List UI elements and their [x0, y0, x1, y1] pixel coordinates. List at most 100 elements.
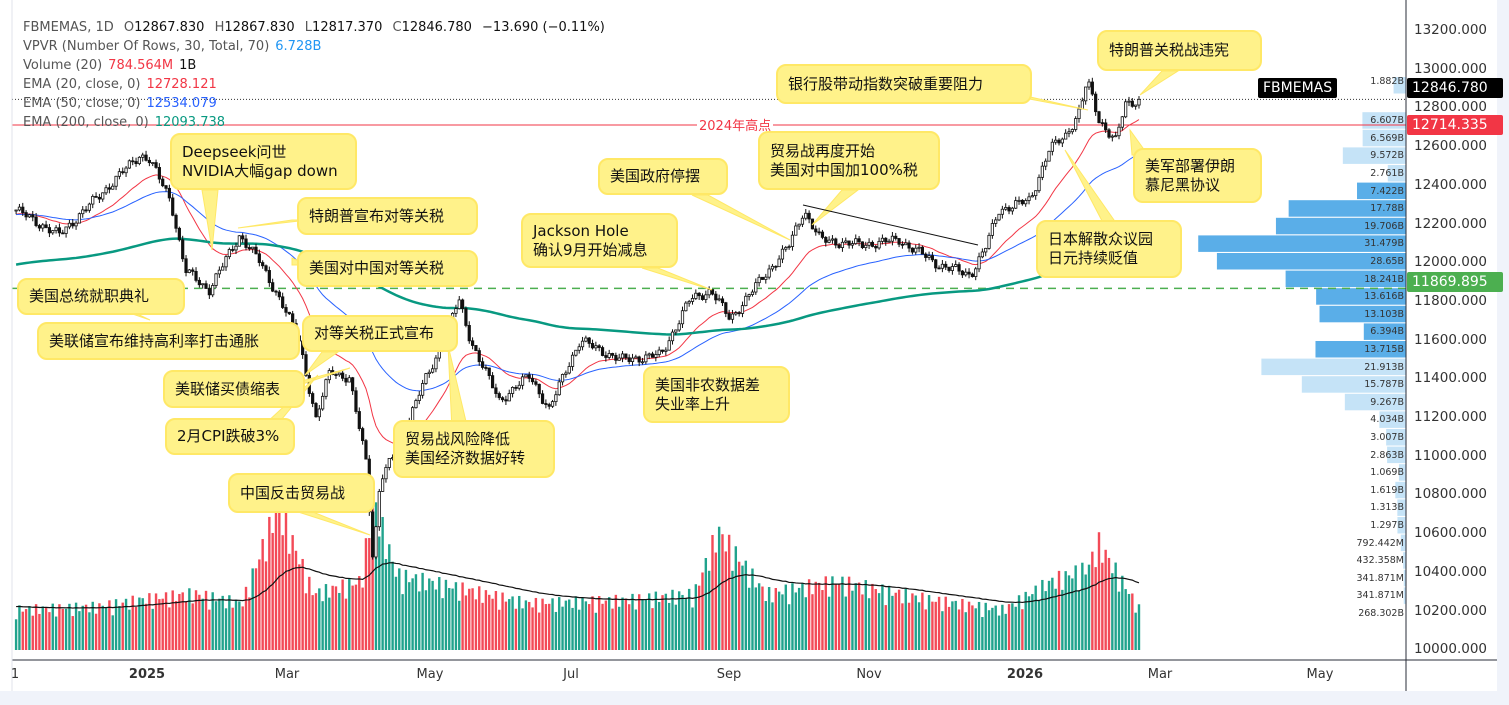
- volume-bar: [731, 570, 734, 650]
- candle: [777, 258, 781, 268]
- candle: [384, 467, 388, 480]
- candle: [254, 246, 258, 255]
- legend-ema50[interactable]: EMA (50, close, 0) 12534.079: [23, 94, 605, 113]
- vpvr-bar: [1386, 429, 1406, 446]
- candle: [214, 273, 218, 286]
- annotation-callout[interactable]: 中国反击贸易战: [228, 473, 375, 513]
- candle: [154, 162, 158, 168]
- candle: [704, 294, 708, 300]
- volume-bar: [821, 590, 824, 650]
- annotation-callout[interactable]: 美国对中国对等关税: [297, 250, 478, 287]
- volume-bar: [724, 551, 728, 650]
- annotation-text: 日元持续贬值: [1048, 249, 1139, 267]
- volume-bar: [574, 596, 578, 650]
- candle: [141, 154, 145, 158]
- volume-bar: [48, 612, 51, 650]
- volume-bar: [318, 588, 321, 650]
- vpvr-row-label: 2.863B: [1370, 449, 1404, 461]
- volume-bar: [794, 592, 797, 650]
- candle: [480, 361, 485, 368]
- annotation-tail: [447, 344, 469, 431]
- volume-bar: [564, 600, 568, 650]
- vpvr-bar: [1288, 200, 1406, 217]
- annotation-callout[interactable]: 2月CPI跌破3%: [165, 418, 295, 455]
- candle: [227, 249, 231, 258]
- candle: [647, 353, 651, 356]
- price-tick-label: 12200.000: [1414, 215, 1488, 232]
- volume-bar: [148, 593, 151, 650]
- trend-line[interactable]: [802, 204, 979, 246]
- volume-bar: [797, 587, 801, 650]
- candle: [91, 195, 95, 205]
- candle: [537, 383, 541, 395]
- annotation-callout[interactable]: 美军部署伊朗 慕尼黑协议: [1133, 148, 1262, 203]
- volume-bar: [454, 582, 458, 650]
- vpvr-row-label: 341.871M: [1356, 572, 1404, 584]
- legend-ema200[interactable]: EMA (200, close, 0) 12093.738: [23, 113, 605, 132]
- candle: [550, 401, 555, 407]
- volume-bar: [234, 599, 238, 650]
- candle: [434, 357, 438, 370]
- candle: [261, 262, 265, 267]
- legend-ema20[interactable]: EMA (20, close, 0) 12728.121: [23, 75, 605, 94]
- candle: [344, 377, 348, 383]
- vpvr-row-label: 21.913B: [1364, 361, 1404, 373]
- annotation-callout[interactable]: 美联储宣布维持高利率打击通胀: [37, 322, 300, 360]
- volume-bar: [244, 586, 248, 650]
- candle: [627, 357, 631, 363]
- candle: [890, 235, 895, 242]
- annotation-callout[interactable]: Jackson Hole 确认9月开始减息: [521, 213, 678, 268]
- volume-bar: [218, 598, 221, 650]
- volume-bar: [74, 602, 78, 650]
- annotation-callout[interactable]: 贸易战风险降低 美国经济数据好转: [393, 420, 555, 478]
- volume-bar: [401, 594, 404, 650]
- annotation-callout[interactable]: Deepseek问世 NVIDIA大幅gap down: [170, 133, 357, 190]
- volume-bar: [71, 616, 74, 650]
- vpvr-bar: [1393, 77, 1406, 94]
- annotation-callout[interactable]: 银行股带动指数突破重要阻力: [776, 64, 1032, 104]
- legend-vpvr[interactable]: VPVR (Number Of Rows, 30, Total, 70) 6.72…: [23, 37, 605, 56]
- vpvr-row-label: 1.619B: [1370, 484, 1404, 496]
- annotation-callout[interactable]: 日本解散众议园 日元持续贬值: [1036, 220, 1182, 278]
- volume-bar: [1084, 574, 1087, 650]
- candle: [1000, 208, 1004, 215]
- annotation-callout[interactable]: 特朗普关税战违宪: [1097, 30, 1262, 71]
- symbol-interval[interactable]: FBMEMAS, 1D: [23, 20, 114, 35]
- volume-bar: [518, 595, 521, 650]
- volume-bar: [1124, 589, 1127, 650]
- annotation-callout[interactable]: 美国政府停摆: [598, 158, 728, 195]
- volume-bar: [604, 600, 608, 650]
- volume-bar: [98, 603, 101, 650]
- annotation-text: 美国非农数据差: [655, 375, 761, 394]
- volume-bar: [947, 606, 951, 650]
- legend-volume[interactable]: Volume (20) 784.564M 1B: [23, 56, 605, 75]
- annotation-callout[interactable]: 美国总统就职典礼: [17, 278, 185, 315]
- candle: [281, 296, 285, 308]
- candle: [767, 268, 771, 278]
- annotation-callout[interactable]: 美联储买债缩表: [163, 370, 305, 408]
- annotation-callout[interactable]: 贸易战再度开始 美国对中国加100%税: [758, 131, 940, 190]
- volume-bar: [394, 576, 398, 650]
- volume-bar: [867, 598, 871, 650]
- annotation-callout[interactable]: 特朗普宣布对等关税: [297, 197, 478, 235]
- volume-bar: [134, 606, 138, 650]
- candle: [377, 491, 381, 528]
- volume-bar: [981, 617, 984, 650]
- volume-bar: [144, 603, 148, 650]
- candle: [97, 196, 101, 200]
- volume-bar: [611, 608, 614, 650]
- annotation-callout[interactable]: 美国非农数据差 失业率上升: [643, 366, 790, 423]
- candle: [540, 393, 545, 404]
- volume-bar: [328, 597, 331, 650]
- volume-bar: [621, 597, 624, 650]
- volume-bar: [701, 572, 704, 650]
- volume-bar: [694, 584, 698, 650]
- volume-bar: [791, 583, 794, 650]
- volume-bar: [578, 609, 581, 650]
- volume-bar: [288, 553, 291, 650]
- candle: [847, 240, 851, 246]
- volume-bar: [58, 604, 61, 650]
- volume-bar: [654, 591, 658, 650]
- annotation-callout[interactable]: 对等关税正式宣布: [302, 315, 458, 352]
